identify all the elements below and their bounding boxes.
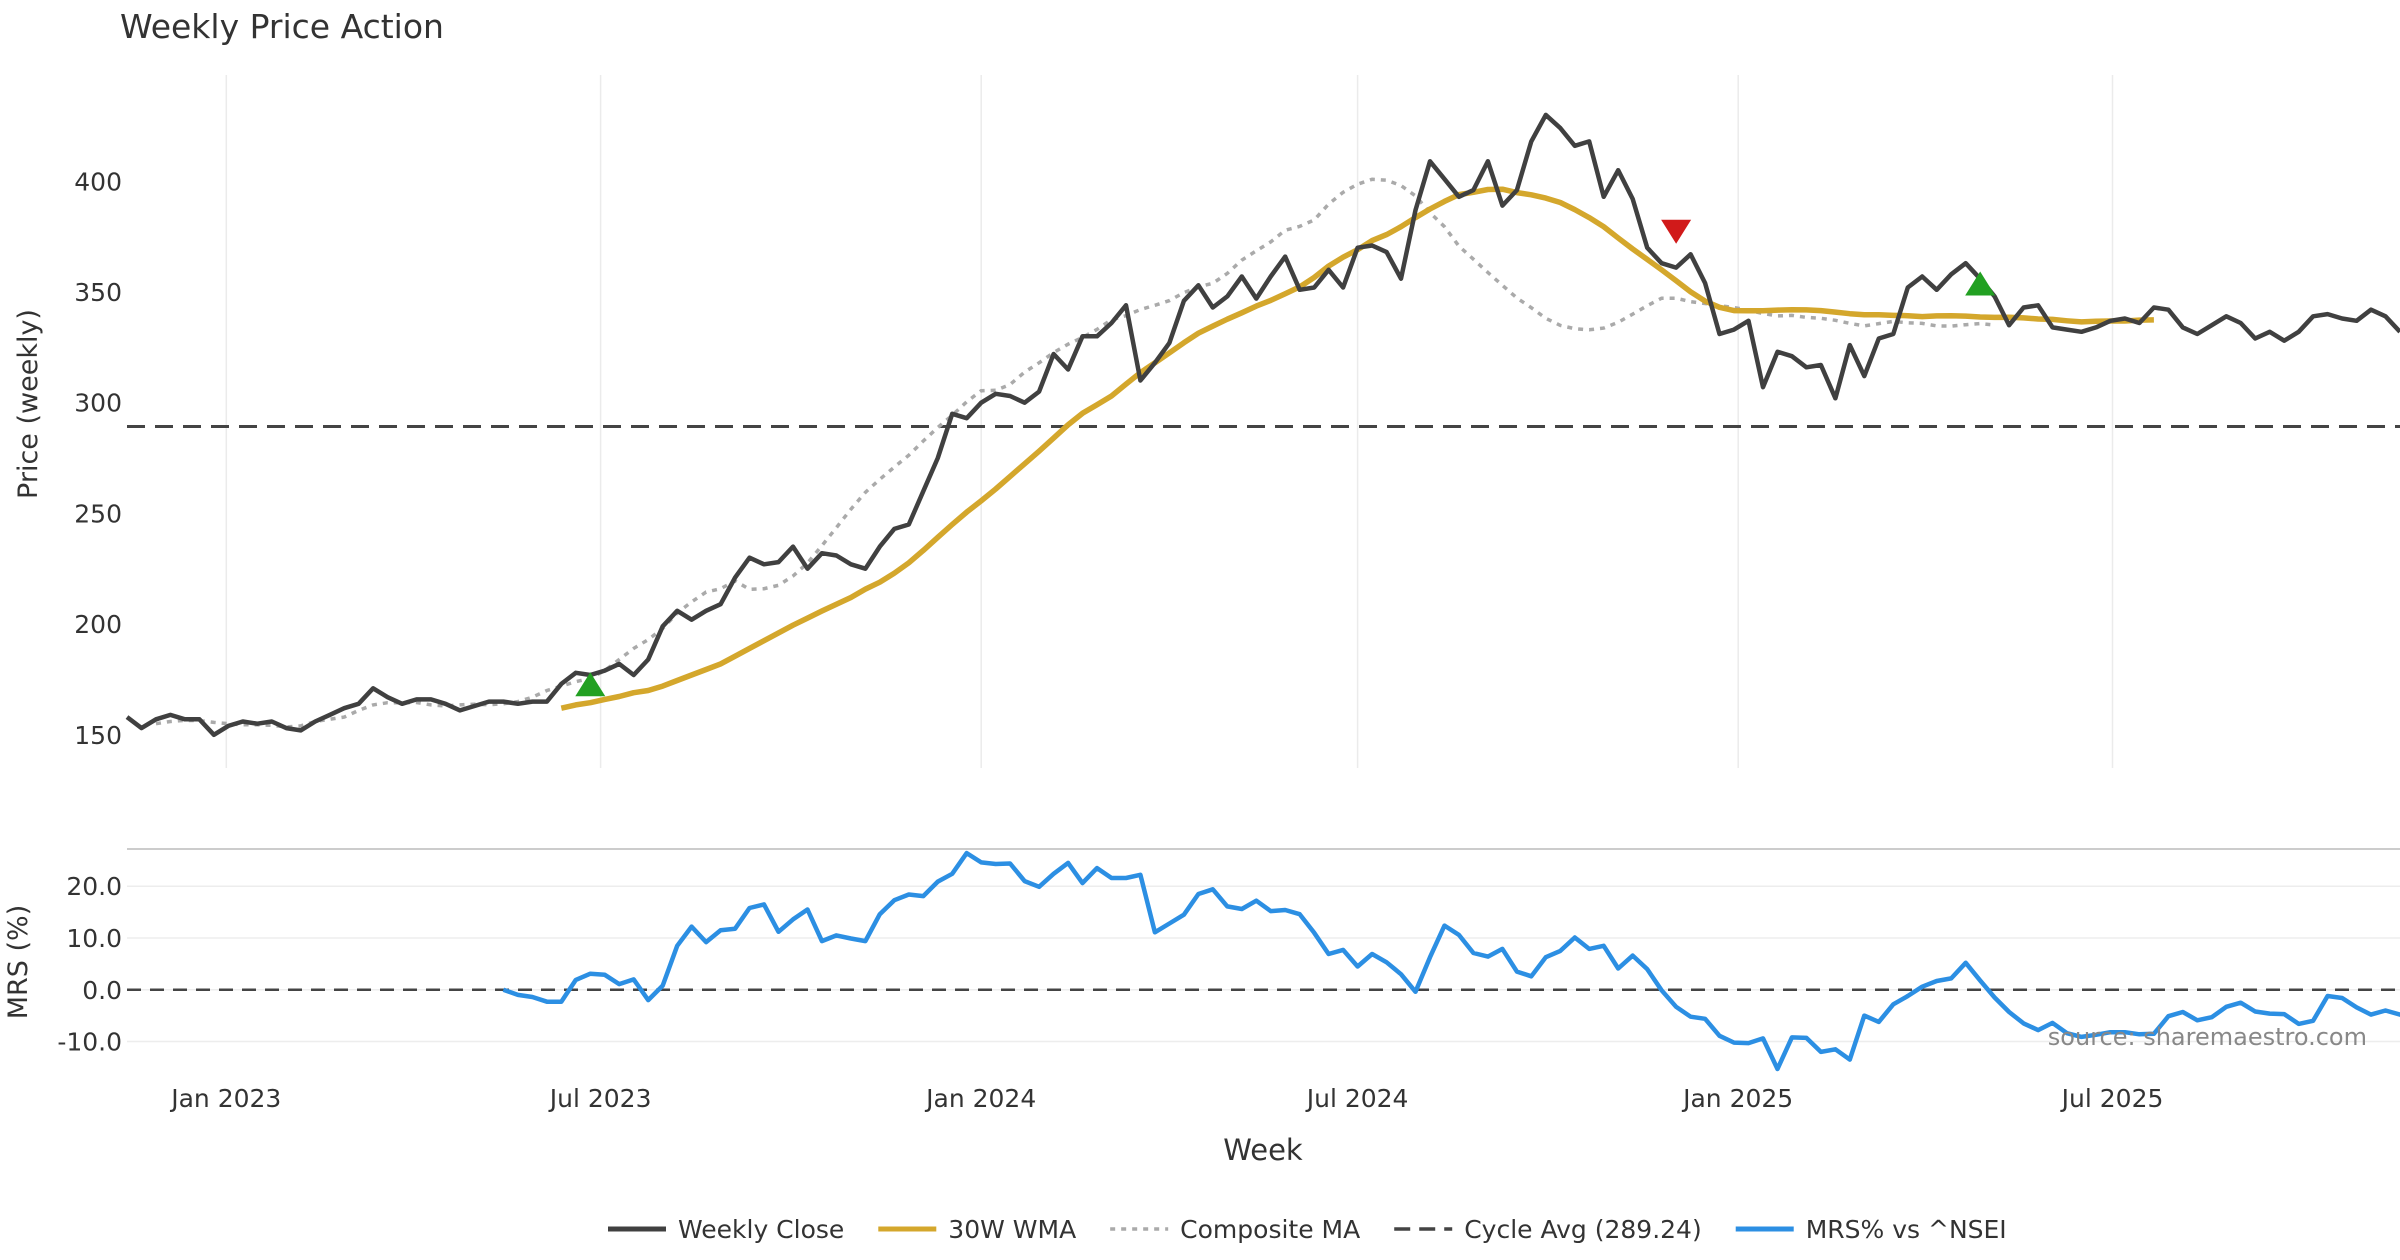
mrs-panel: -10.0 0.0 10.0 20.0 MRS (%) source: sharema… — [3, 850, 2400, 1072]
mrs-y-ticks: -10.0 0.0 10.0 20.0 — [57, 872, 122, 1056]
x-axis-label: Week — [1223, 1133, 1303, 1167]
legend-entry-label: Composite MA — [1180, 1215, 1360, 1244]
price-y-axis-label: Price (weekly) — [13, 309, 44, 499]
x-tick-label: Jan 2025 — [1681, 1084, 1793, 1113]
legend-entry-label: Cycle Avg (289.24) — [1464, 1215, 1702, 1244]
composite-ma-line — [155, 177, 1995, 729]
price-y-tick-label: 250 — [74, 499, 122, 528]
legend-entry-label: 30W WMA — [948, 1215, 1076, 1244]
sell-signal-marker — [1661, 219, 1692, 244]
price-gridlines — [225, 75, 2114, 768]
price-y-tick-label: 200 — [74, 610, 122, 639]
mrs-y-tick-label: 10.0 — [66, 924, 122, 953]
price-y-tick-label: 150 — [74, 721, 122, 750]
price-panel: 150 200 250 300 350 400 Price (weekly) — [13, 75, 2400, 768]
price-y-tick-label: 350 — [74, 278, 122, 307]
x-tick-label: Jul 2024 — [1305, 1084, 1409, 1113]
x-tick-label: Jan 2023 — [169, 1084, 281, 1113]
signal-markers — [575, 219, 1996, 697]
mrs-gridlines — [127, 885, 2400, 1043]
source-annotation: source: sharemaestro.com — [2048, 1023, 2367, 1051]
price-y-ticks: 150 200 250 300 350 400 — [74, 167, 122, 750]
x-tick-label: Jul 2023 — [548, 1084, 652, 1113]
mrs-y-tick-label: 20.0 — [66, 872, 122, 901]
buy-signal-marker — [1965, 271, 1996, 296]
legend: Weekly Close 30W WMA Composite MA Cycle Avg… — [608, 1215, 2007, 1244]
buy-signal-marker — [575, 672, 606, 697]
x-tick-label: Jan 2024 — [924, 1084, 1036, 1113]
mrs-y-tick-label: -10.0 — [57, 1028, 122, 1057]
x-axis-ticks: Jan 2023 Jul 2023 Jan 2024 Jul 2024 Jan 2025… — [169, 1084, 2163, 1113]
price-y-tick-label: 300 — [74, 389, 122, 418]
x-tick-label: Jul 2025 — [2060, 1084, 2164, 1113]
legend-entry-label: MRS% vs ^NSEI — [1806, 1215, 2007, 1244]
chart-title: Weekly Price Action — [120, 7, 444, 46]
price-y-tick-label: 400 — [74, 167, 122, 196]
weekly-close-line — [125, 112, 2400, 738]
mrs-line — [502, 850, 2400, 1072]
mrs-y-axis-label: MRS (%) — [3, 905, 34, 1020]
legend-entry-label: Weekly Close — [678, 1215, 844, 1244]
mrs-y-tick-label: 0.0 — [82, 976, 122, 1005]
